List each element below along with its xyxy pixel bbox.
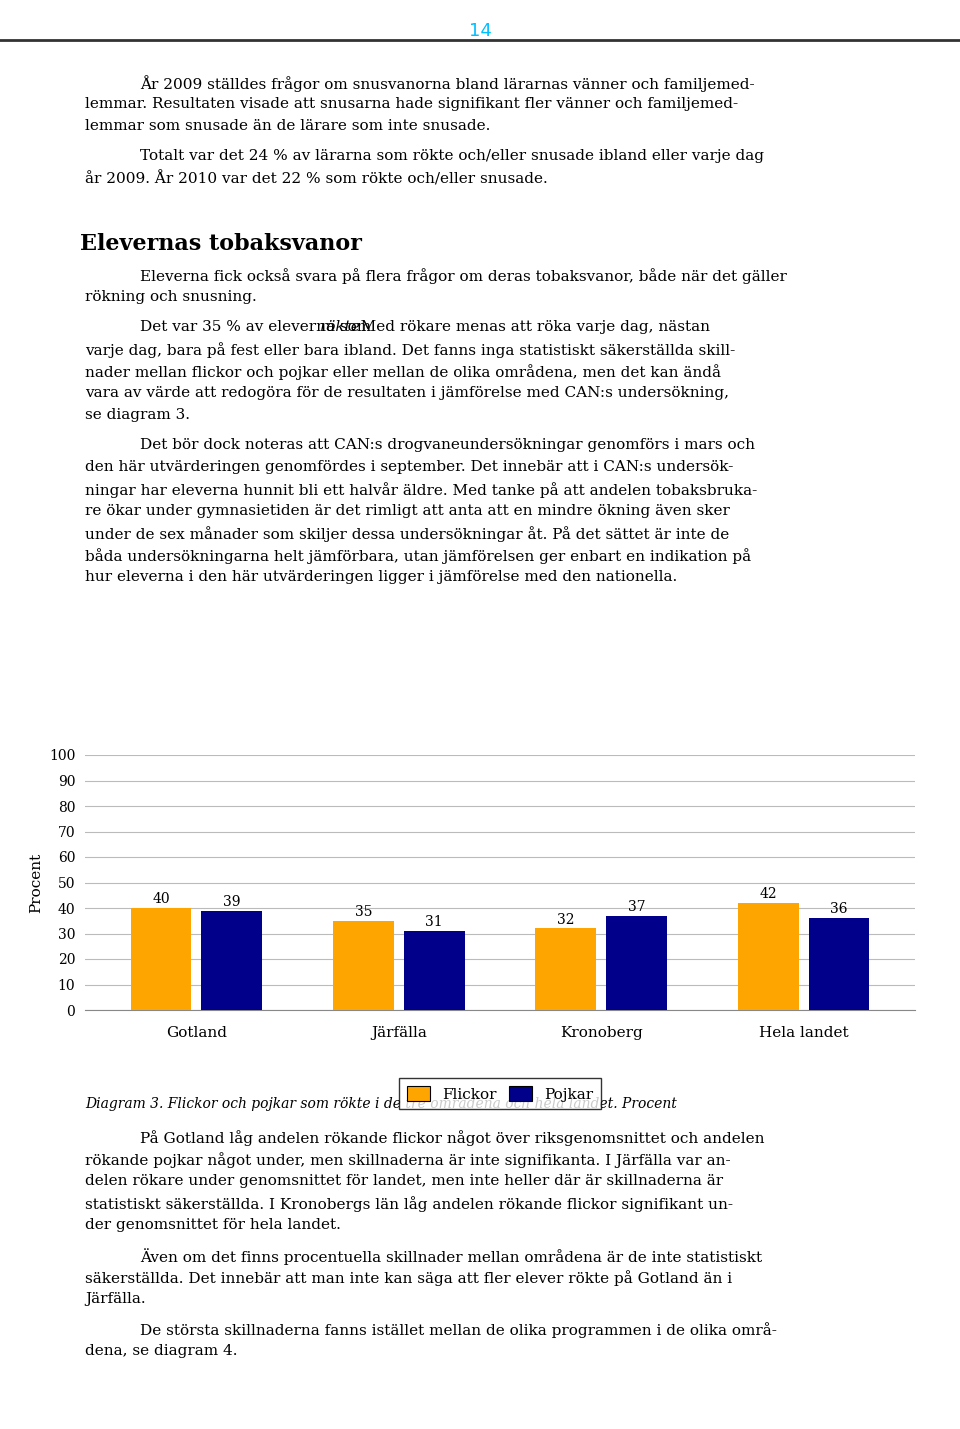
Text: Järfälla.: Järfälla. [85,1292,146,1306]
Text: vara av värde att redogöra för de resultaten i jämförelse med CAN:s undersökning: vara av värde att redogöra för de result… [85,386,729,400]
Text: säkerställda. Det innebär att man inte kan säga att fler elever rökte på Gotland: säkerställda. Det innebär att man inte k… [85,1270,732,1286]
Bar [738,903,799,1010]
Text: Elevernas tobaksvanor: Elevernas tobaksvanor [80,233,362,254]
Text: 36: 36 [830,903,848,916]
Text: den här utvärderingen genomfördes i september. Det innebär att i CAN:s undersök-: den här utvärderingen genomfördes i sept… [85,460,733,474]
Text: dena, se diagram 4.: dena, se diagram 4. [85,1345,237,1358]
Text: 35: 35 [354,905,372,919]
Text: nader mellan flickor och pojkar eller mellan de olika områdena, men det kan ändå: nader mellan flickor och pojkar eller me… [85,364,721,380]
Text: under de sex månader som skiljer dessa undersökningar åt. På det sättet är inte : under de sex månader som skiljer dessa u… [85,526,730,542]
Bar [808,919,870,1010]
Text: båda undersökningarna helt jämförbara, utan jämförelsen ger enbart en indikation: båda undersökningarna helt jämförbara, u… [85,547,751,564]
Text: Även om det finns procentuella skillnader mellan områdena är de inte statistiskt: Även om det finns procentuella skillnade… [140,1248,762,1265]
Bar [607,916,667,1010]
Legend: Flickor, Pojkar: Flickor, Pojkar [399,1079,601,1109]
Bar [202,910,262,1010]
Text: . Med rökare menas att röka varje dag, nästan: . Med rökare menas att röka varje dag, n… [350,320,709,334]
Text: ningar har eleverna hunnit bli ett halvår äldre. Med tanke på att andelen tobaks: ningar har eleverna hunnit bli ett halvå… [85,482,757,497]
Text: der genomsnittet för hela landet.: der genomsnittet för hela landet. [85,1218,341,1232]
Text: 40: 40 [152,892,170,906]
Text: Totalt var det 24 % av lärarna som rökte och/eller snusade ibland eller varje da: Totalt var det 24 % av lärarna som rökte… [140,149,764,163]
Text: lemmar som snusade än de lärare som inte snusade.: lemmar som snusade än de lärare som inte… [85,119,491,133]
Y-axis label: Procent: Procent [30,852,43,913]
Text: På Gotland låg andelen rökande flickor något över riksgenomsnittet och andelen: På Gotland låg andelen rökande flickor n… [140,1130,764,1146]
Text: delen rökare under genomsnittet för landet, men inte heller där är skillnaderna : delen rökare under genomsnittet för land… [85,1175,723,1187]
Text: lemmar. Resultaten visade att snusarna hade signifikant fler vänner och familjem: lemmar. Resultaten visade att snusarna h… [85,97,738,111]
Text: 14: 14 [468,21,492,40]
Text: 31: 31 [425,915,443,929]
Text: år 2009. År 2010 var det 22 % som rökte och/eller snusade.: år 2009. År 2010 var det 22 % som rökte … [85,171,548,186]
Text: hur eleverna i den här utvärderingen ligger i jämförelse med den nationella.: hur eleverna i den här utvärderingen lig… [85,570,677,584]
Text: Eleverna fick också svara på flera frågor om deras tobaksvanor, både när det gäl: Eleverna fick också svara på flera frågo… [140,269,787,284]
Text: 32: 32 [557,913,574,926]
Text: De största skillnaderna fanns istället mellan de olika programmen i de olika omr: De största skillnaderna fanns istället m… [140,1322,777,1338]
Text: År 2009 ställdes frågor om snusvanorna bland lärarnas vänner och familjemed-: År 2009 ställdes frågor om snusvanorna b… [140,74,755,91]
Text: 37: 37 [628,900,645,915]
Text: rökande pojkar något under, men skillnaderna är inte signifikanta. I Järfälla va: rökande pojkar något under, men skillnad… [85,1152,731,1167]
Text: se diagram 3.: se diagram 3. [85,409,190,422]
Text: Det bör dock noteras att CAN:s drogvaneundersökningar genomförs i mars och: Det bör dock noteras att CAN:s drogvaneu… [140,439,755,452]
Bar [404,930,465,1010]
Text: statistiskt säkerställda. I Kronobergs län låg andelen rökande flickor signifika: statistiskt säkerställda. I Kronobergs l… [85,1196,733,1212]
Bar [536,929,596,1010]
Text: Diagram 3. Flickor och pojkar som rökte i de tre områdena och hela landet. Proce: Diagram 3. Flickor och pojkar som rökte … [85,1095,677,1110]
Bar [131,907,191,1010]
Text: 39: 39 [223,895,241,909]
Text: varje dag, bara på fest eller bara ibland. Det fanns inga statistiskt säkerställ: varje dag, bara på fest eller bara iblan… [85,342,735,357]
Bar [333,920,394,1010]
Text: rökte: rökte [320,320,361,334]
Text: Det var 35 % av eleverna som: Det var 35 % av eleverna som [140,320,376,334]
Text: rökning och snusning.: rökning och snusning. [85,290,256,304]
Text: 42: 42 [759,887,777,902]
Text: re ökar under gymnasietiden är det rimligt att anta att en mindre ökning även sk: re ökar under gymnasietiden är det rimli… [85,504,730,517]
